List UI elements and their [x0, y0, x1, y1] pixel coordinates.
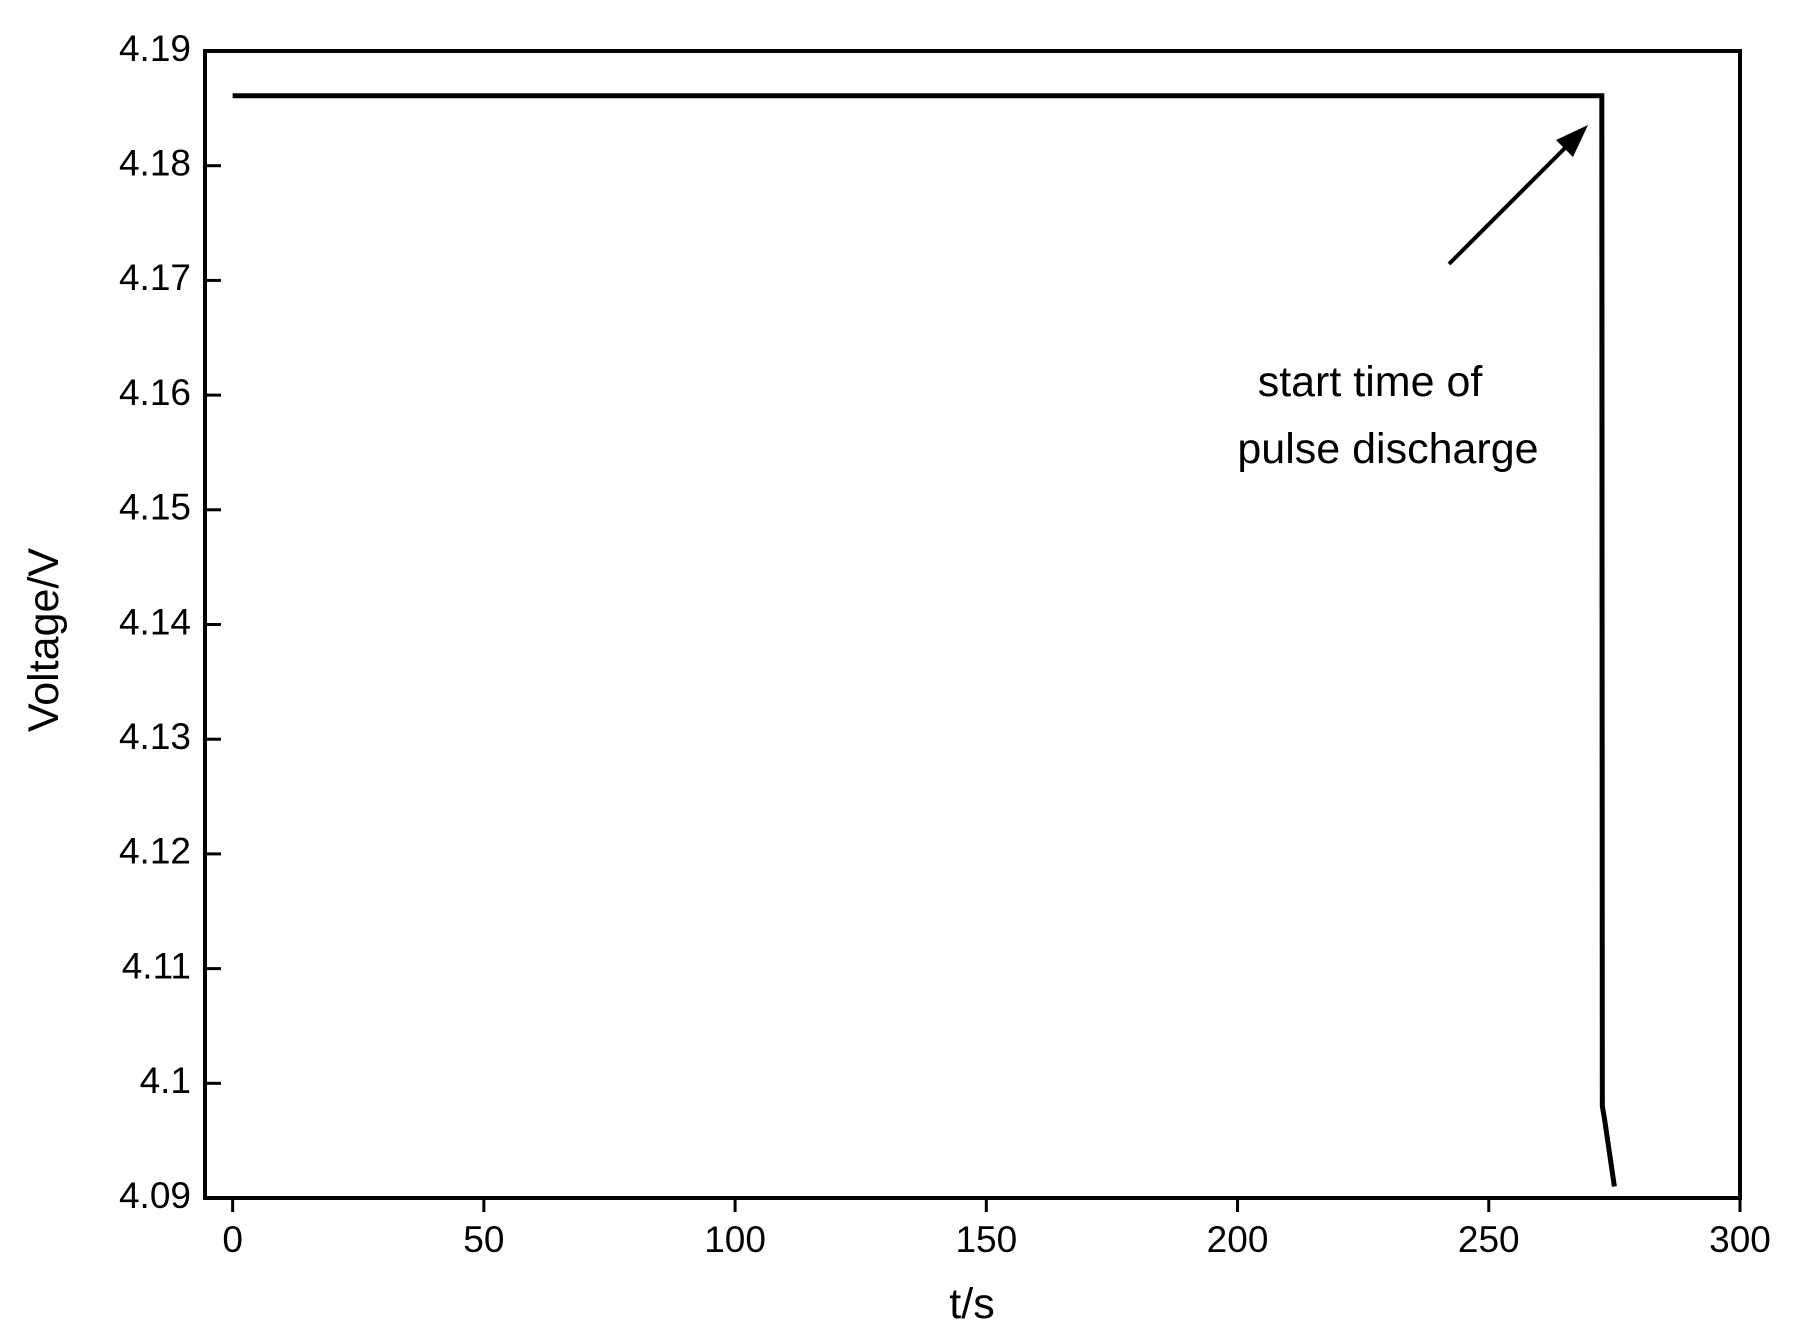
y-tick-label: 4.12: [119, 831, 191, 872]
x-tick-label: 100: [704, 1219, 766, 1260]
x-tick-label: 0: [222, 1219, 243, 1260]
y-tick-label: 4.19: [119, 28, 191, 69]
y-axis-title: Voltage/V: [20, 548, 68, 732]
y-tick-label: 4.18: [119, 142, 191, 183]
annotation-arrow: [1447, 139, 1574, 266]
x-tick-label: 50: [463, 1219, 504, 1260]
annotation-line: pulse discharge: [1237, 425, 1538, 473]
x-tick-label: 200: [1207, 1219, 1269, 1260]
y-tick-label: 4.15: [119, 487, 191, 528]
y-tick-label: 4.17: [119, 257, 191, 298]
data-line: [232, 93, 1617, 1187]
y-tick-label: 4.11: [122, 945, 191, 986]
x-tick-label: 300: [1709, 1219, 1771, 1260]
y-tick-label: 4.13: [119, 716, 191, 757]
y-tick-label: 4.16: [119, 372, 191, 413]
y-tick-label: 4.1: [140, 1060, 191, 1101]
x-tick-label: 150: [955, 1219, 1017, 1260]
x-axis-title: t/s: [949, 1280, 994, 1328]
arrow-head: [1556, 125, 1588, 157]
y-tick-label: 4.14: [119, 601, 191, 642]
plot-frame: [203, 49, 1742, 1200]
x-tick-label: 250: [1458, 1219, 1520, 1260]
y-tick-label: 4.09: [119, 1175, 191, 1216]
annotation-line: start time of: [1258, 358, 1484, 406]
